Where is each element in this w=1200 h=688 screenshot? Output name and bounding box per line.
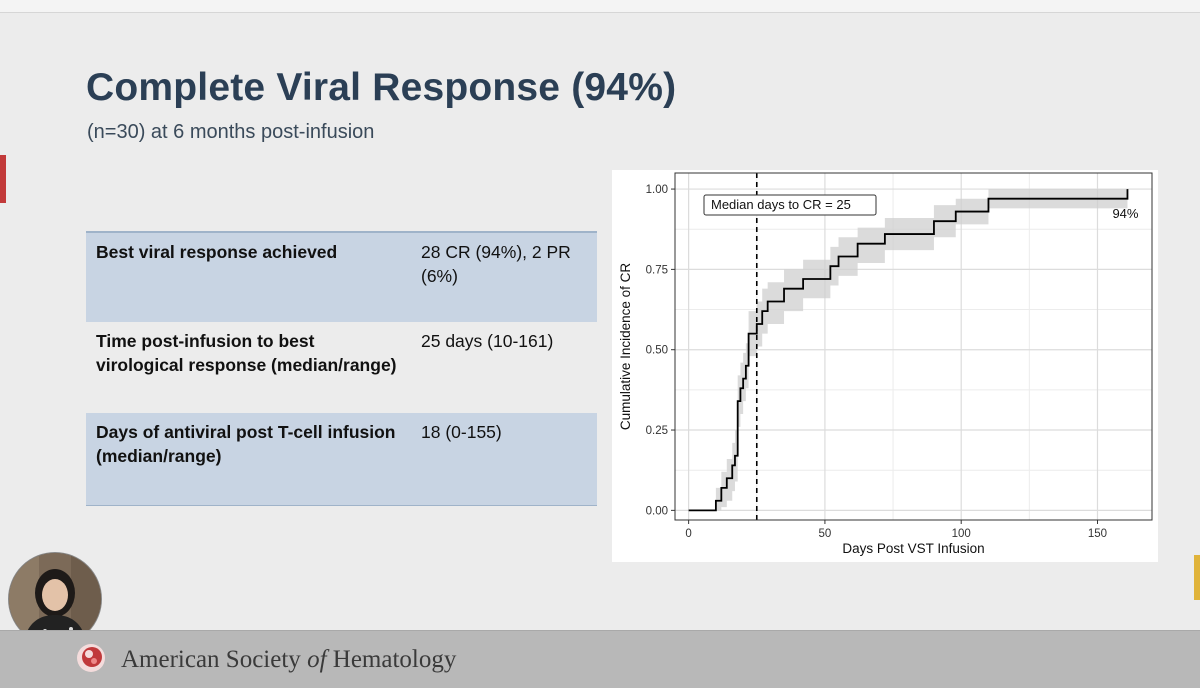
edge-marker-yellow [1194,555,1200,600]
org-name-part: of [307,646,327,673]
org-name-part: American Society [121,646,308,673]
table-row: Days of antiviral post T-cell infusion (… [86,413,597,506]
median-label-box [703,194,877,216]
org-name-part: Hematology [326,646,457,673]
slide-title: Complete Viral Response (94%) [86,66,677,109]
organization-name: American Society of Hematology [121,646,456,674]
y-tick-label: 1.00 [646,184,668,196]
axes: 0 50 100 150 0.00 0.25 0.50 0.75 1.00 [646,184,1107,540]
y-tick-label: 0.75 [646,264,668,276]
cumulative-incidence-chart: Median days to CR = 25 94% 0 50 100 150 0.00… [612,170,1158,562]
slide: Complete Viral Response (94%) (n=30) at … [0,0,1200,600]
x-tick-label: 0 [685,528,691,540]
ash-logo-icon [77,644,105,672]
grid-lines [675,173,1152,520]
end-value-label: 94% [1112,206,1138,221]
y-tick-label: 0.25 [646,425,668,437]
x-tick-label: 150 [1088,528,1107,540]
row-label: Best viral response achieved [86,231,411,322]
x-tick-label: 50 [819,528,832,540]
row-value: 18 (0-155) [411,413,597,506]
footer-bar [0,630,1200,688]
table-row: Time post-infusion to best virological r… [86,322,597,413]
edge-marker-red [0,155,6,203]
top-bar [0,0,1200,13]
results-table: Best viral response achieved 28 CR (94%)… [86,231,597,506]
median-label: Median days to CR = 25 [711,197,851,212]
row-value: 28 CR (94%), 2 PR (6%) [411,231,597,322]
y-axis-label: Cumulative Incidence of CR [618,263,633,431]
y-tick-label: 0.00 [646,505,668,517]
row-label: Time post-infusion to best virological r… [96,331,397,375]
y-tick-label: 0.50 [646,345,668,357]
x-axis-label: Days Post VST Infusion [842,541,984,556]
plot-panel-border [674,172,1153,521]
x-tick-label: 100 [952,528,971,540]
series-line-cumulative-incidence [688,189,1129,512]
slide-subtitle: (n=30) at 6 months post-infusion [87,121,375,143]
row-label: Days of antiviral post T-cell infusion (… [86,413,411,506]
table-row: Best viral response achieved 28 CR (94%)… [86,231,597,322]
row-value: 25 days (10-161) [421,331,554,351]
confidence-band [688,189,1128,511]
